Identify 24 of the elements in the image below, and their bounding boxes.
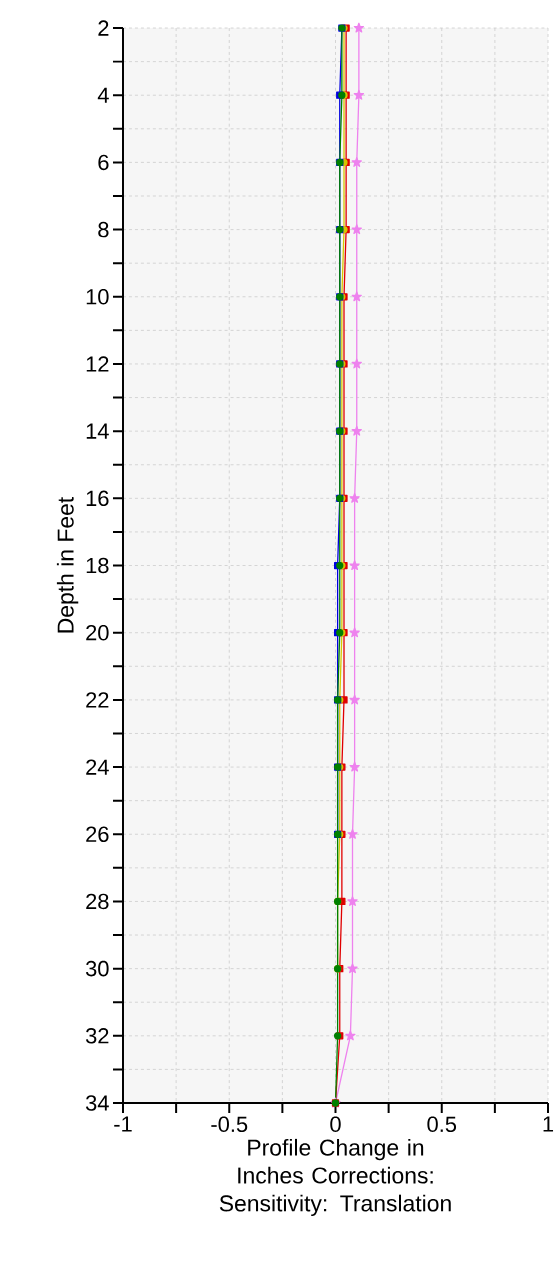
y-tick-label: 14 [86,423,109,439]
x-tick-label: -1 [114,1116,132,1132]
y-tick-label: 8 [98,221,109,238]
x-tick-label: 1 [543,1116,553,1132]
y-tick-label: 34 [85,1095,109,1111]
y-tick-label: 6 [98,154,109,171]
y-tick-label: 28 [86,893,109,910]
y-tick-label: 32 [85,1028,109,1044]
y-tick-label: 10 [86,289,109,305]
y-tick-label: 22 [86,692,109,708]
y-tick-label: 4 [97,87,109,103]
y-tick-label: 24 [86,759,109,775]
x-tick-label: -0.5 [211,1116,248,1133]
y-tick-label: 16 [86,490,109,507]
y-tick-label: 20 [86,624,109,641]
x-tick-label: 0.5 [427,1116,456,1133]
y-tick-label: 30 [85,960,109,977]
y-tick-label: 18 [86,557,109,574]
y-tick-label: 12 [86,356,109,372]
x-tick-label: 0 [330,1116,341,1133]
x-axis-title: Profile Change in Inches Corrections: Sensitivity: Translation [219,1138,451,1217]
y-axis-title: Depth in Feet [56,496,79,633]
y-tick-label: 2 [98,20,109,36]
y-tick-label: 26 [86,826,109,843]
